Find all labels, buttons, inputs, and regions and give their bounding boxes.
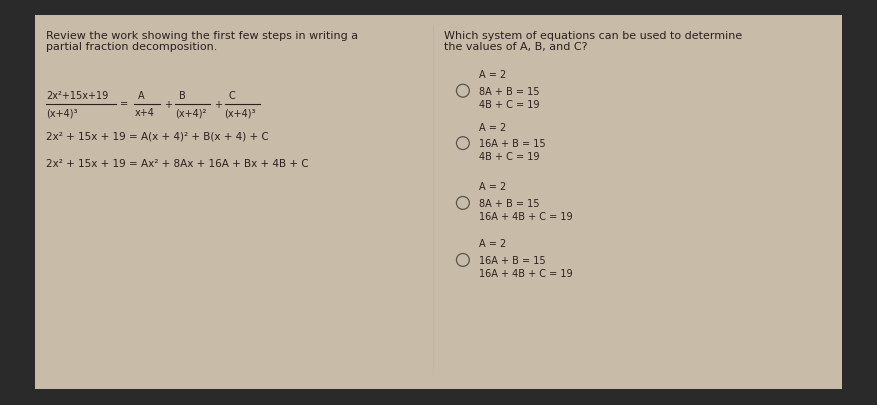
Text: 4B + C = 19: 4B + C = 19: [480, 151, 540, 162]
Text: (x+4)²: (x+4)²: [175, 108, 206, 118]
Text: 2x²+15x+19: 2x²+15x+19: [46, 91, 109, 100]
Text: 8A + B = 15: 8A + B = 15: [480, 198, 540, 209]
FancyBboxPatch shape: [33, 14, 844, 391]
Text: A = 2: A = 2: [480, 122, 507, 132]
Text: 16A + 4B + C = 19: 16A + 4B + C = 19: [480, 211, 573, 221]
Text: 8A + B = 15: 8A + B = 15: [480, 86, 540, 96]
Text: A = 2: A = 2: [480, 182, 507, 192]
Text: (x+4)³: (x+4)³: [225, 108, 256, 118]
Text: Which system of equations can be used to determine: Which system of equations can be used to…: [445, 31, 743, 41]
Text: B: B: [179, 91, 185, 100]
Text: partial fraction decomposition.: partial fraction decomposition.: [46, 42, 217, 52]
Text: Review the work showing the first few steps in writing a: Review the work showing the first few st…: [46, 31, 358, 41]
Text: A = 2: A = 2: [480, 70, 507, 80]
Text: 4B + C = 19: 4B + C = 19: [480, 99, 540, 109]
Text: 16A + 4B + C = 19: 16A + 4B + C = 19: [480, 268, 573, 278]
Text: 2x² + 15x + 19 = A(x + 4)² + B(x + 4) + C: 2x² + 15x + 19 = A(x + 4)² + B(x + 4) + …: [46, 132, 269, 141]
Text: x+4: x+4: [134, 108, 154, 118]
Text: +: +: [164, 99, 172, 109]
Text: (x+4)³: (x+4)³: [46, 108, 78, 118]
Text: C: C: [228, 91, 235, 100]
Text: =: =: [120, 99, 128, 109]
Text: A = 2: A = 2: [480, 239, 507, 249]
Text: 16A + B = 15: 16A + B = 15: [480, 139, 546, 149]
Text: 16A + B = 15: 16A + B = 15: [480, 255, 546, 265]
Text: 2x² + 15x + 19 = Ax² + 8Ax + 16A + Bx + 4B + C: 2x² + 15x + 19 = Ax² + 8Ax + 16A + Bx + …: [46, 159, 309, 169]
Text: +: +: [214, 99, 222, 109]
Text: the values of A, B, and C?: the values of A, B, and C?: [445, 42, 588, 52]
Text: A: A: [138, 91, 145, 100]
